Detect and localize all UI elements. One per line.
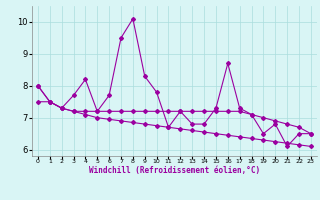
- X-axis label: Windchill (Refroidissement éolien,°C): Windchill (Refroidissement éolien,°C): [89, 166, 260, 175]
